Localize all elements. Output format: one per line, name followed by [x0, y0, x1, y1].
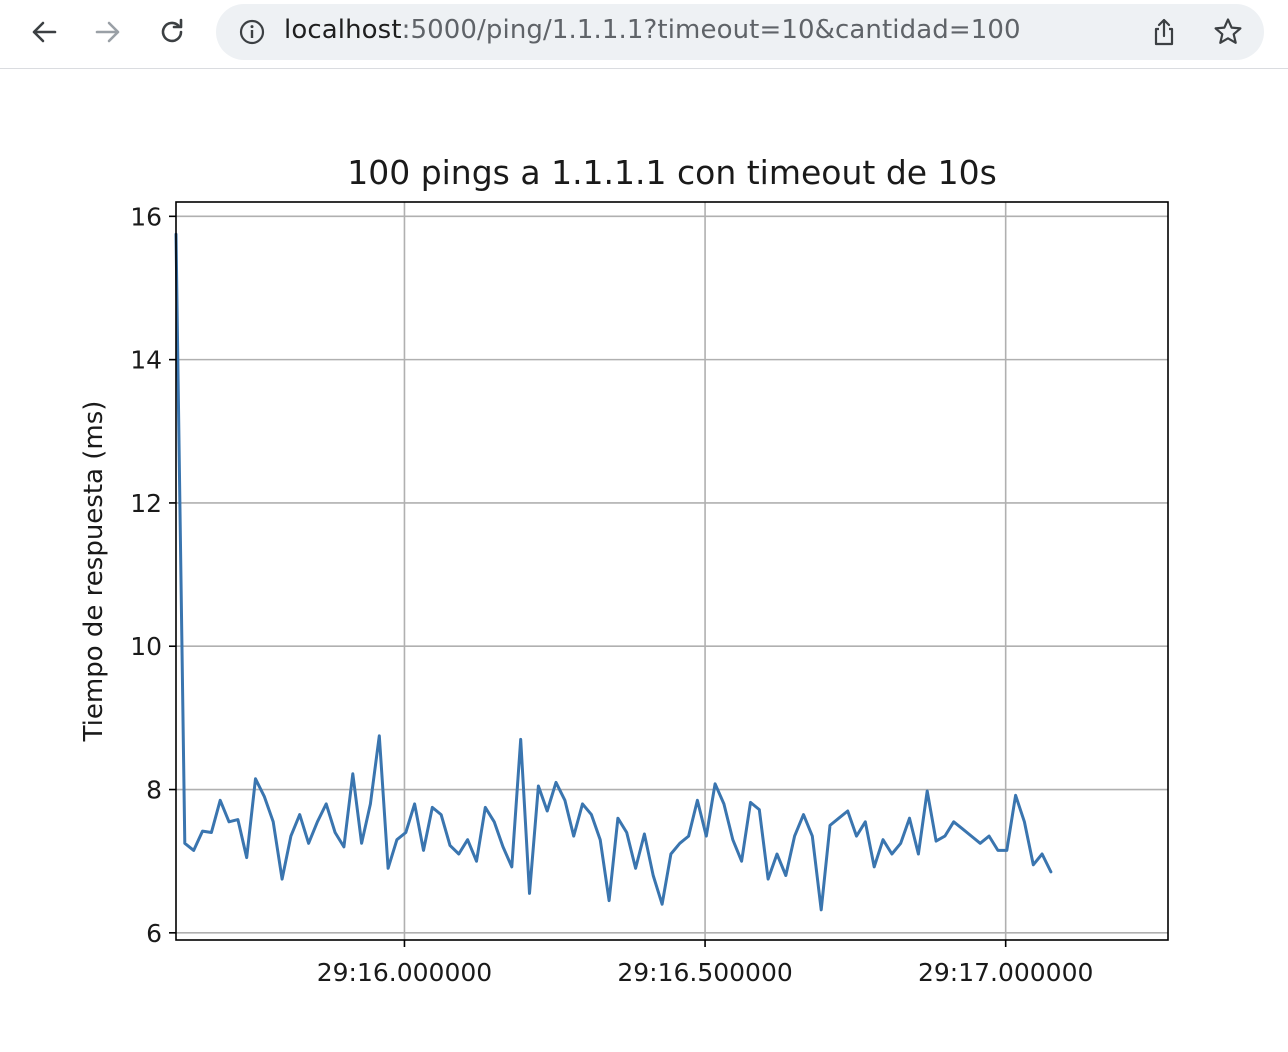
plot-frame	[175, 201, 1169, 941]
browser-toolbar: localhost:5000/ping/1.1.1.1?timeout=10&c…	[0, 0, 1288, 69]
back-button[interactable]	[24, 12, 64, 52]
site-info-icon	[239, 19, 265, 45]
x-tick-label: 29:16.500000	[617, 958, 792, 987]
axis-ticks: 6 8 10 12 14 16 29:16.000000 29:16.500000 29:17.…	[130, 202, 1093, 987]
share-icon	[1154, 18, 1174, 46]
url-host: localhost	[284, 15, 402, 45]
forward-arrow-icon	[95, 21, 120, 43]
chart-background	[0, 69, 1288, 1052]
bookmark-star-icon	[1214, 18, 1242, 44]
bookmark-button[interactable]	[1210, 14, 1246, 50]
site-info-button[interactable]	[234, 14, 270, 50]
y-tick-label: 16	[130, 202, 162, 231]
chart-title: 100 pings a 1.1.1.1 con timeout de 10s	[347, 153, 997, 192]
series-layer	[174, 232, 1053, 912]
share-button[interactable]	[1146, 14, 1182, 50]
y-tick-label: 14	[130, 346, 162, 375]
address-bar[interactable]: localhost:5000/ping/1.1.1.1?timeout=10&c…	[216, 4, 1264, 60]
grid-lines	[176, 202, 1168, 940]
y-tick-label: 12	[130, 489, 162, 518]
reload-button[interactable]	[152, 12, 192, 52]
url-path: :5000/ping/1.1.1.1?timeout=10&cantidad=1…	[401, 15, 1021, 45]
y-tick-label: 8	[146, 776, 162, 805]
url-text[interactable]: localhost:5000/ping/1.1.1.1?timeout=10&c…	[284, 15, 1021, 45]
forward-button[interactable]	[88, 12, 128, 52]
y-tick-label: 6	[146, 919, 162, 948]
reload-icon	[161, 18, 183, 43]
x-tick-label: 29:16.000000	[317, 958, 492, 987]
series-line	[174, 232, 1053, 912]
y-axis-label: Tiempo de respuesta (ms)	[79, 401, 109, 743]
x-tick-label: 29:17.000000	[918, 958, 1093, 987]
y-tick-label: 10	[130, 632, 162, 661]
back-arrow-icon	[32, 21, 57, 43]
